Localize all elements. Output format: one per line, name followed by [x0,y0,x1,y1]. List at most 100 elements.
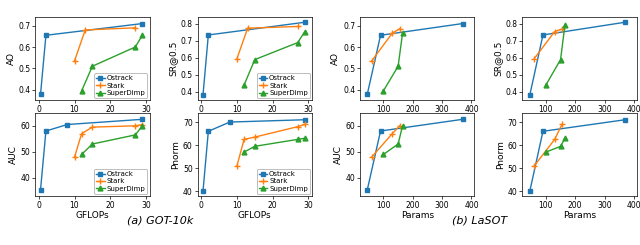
Ostrack [364,92,371,95]
Line: Ostrack: Ostrack [365,117,465,192]
Legend: Ostrack, Stark, SuperDimp: Ostrack, Stark, SuperDimp [94,73,147,98]
SuperDimp [561,23,569,26]
Ostrack [42,34,50,37]
Y-axis label: AO: AO [332,52,340,65]
Line: SuperDimp: SuperDimp [381,123,405,157]
Line: Ostrack: Ostrack [527,117,627,194]
SuperDimp [251,58,259,61]
Ostrack [42,130,50,133]
SuperDimp [139,34,147,37]
Stark [240,138,248,141]
Line: Stark: Stark [234,23,301,62]
Y-axis label: SR@0.5: SR@0.5 [169,41,178,76]
Ostrack [36,188,44,191]
Text: (b) LaSOT: (b) LaSOT [452,216,508,225]
SuperDimp [394,143,402,146]
Line: SuperDimp: SuperDimp [381,31,405,93]
Stark [70,156,78,159]
Ostrack [621,21,629,24]
SuperDimp [380,153,387,156]
Ostrack [205,34,212,37]
X-axis label: GFLOPs: GFLOPs [76,116,109,125]
Ostrack [621,118,629,121]
Stark [70,59,78,62]
Y-axis label: SR@0.5: SR@0.5 [493,41,502,76]
Stark [88,126,96,129]
Stark [558,28,566,31]
Ostrack [139,22,147,25]
Legend: Ostrack, Stark, SuperDimp: Ostrack, Stark, SuperDimp [94,169,147,194]
X-axis label: GFLOPs: GFLOPs [76,211,109,220]
SuperDimp [394,65,402,68]
SuperDimp [399,32,406,35]
Stark [558,123,566,126]
X-axis label: Params: Params [563,116,596,125]
Legend: Ostrack, Stark, SuperDimp: Ostrack, Stark, SuperDimp [257,73,310,98]
Stark [131,26,139,29]
Line: Stark: Stark [531,121,566,170]
Stark [294,125,301,128]
SuperDimp [131,46,139,49]
SuperDimp [399,124,406,127]
Stark [233,57,241,60]
Ostrack [199,190,207,193]
Line: SuperDimp: SuperDimp [242,29,307,87]
SuperDimp [240,151,248,154]
SuperDimp [542,151,550,154]
Y-axis label: AUC: AUC [9,145,18,164]
Stark [531,164,538,167]
Ostrack [199,94,207,97]
Stark [396,124,403,127]
Stark [139,123,147,126]
Stark [551,30,559,33]
Ostrack [364,188,371,191]
Line: SuperDimp: SuperDimp [79,33,145,93]
Stark [301,123,308,126]
X-axis label: Params: Params [401,211,434,220]
X-axis label: GFLOPs: GFLOPs [238,211,271,220]
Ostrack [301,118,308,121]
SuperDimp [294,41,301,44]
Stark [244,27,252,30]
SuperDimp [301,137,308,140]
SuperDimp [240,84,248,86]
SuperDimp [542,84,550,86]
Ostrack [63,123,71,126]
SuperDimp [301,30,308,33]
Stark [388,132,396,135]
Stark [78,132,86,135]
Line: Ostrack: Ostrack [200,20,307,98]
Line: SuperDimp: SuperDimp [543,22,568,87]
Stark [368,59,376,62]
SuperDimp [78,89,86,92]
Stark [531,57,538,60]
Ostrack [226,121,234,123]
Line: Stark: Stark [234,121,308,170]
SuperDimp [557,145,564,148]
Line: Stark: Stark [71,24,139,64]
X-axis label: Params: Params [563,211,596,220]
Stark [368,156,376,159]
SuperDimp [251,145,259,148]
Ostrack [139,118,147,121]
Stark [294,25,301,28]
Ostrack [459,22,467,25]
Y-axis label: Pnorm: Pnorm [172,140,180,169]
Ostrack [301,21,308,24]
Stark [388,32,396,35]
Y-axis label: AUC: AUC [333,145,342,164]
Ostrack [526,94,534,97]
Line: Stark: Stark [71,121,146,160]
SuperDimp [294,138,301,141]
Ostrack [205,130,212,133]
Line: SuperDimp: SuperDimp [79,123,145,157]
SuperDimp [557,58,564,61]
SuperDimp [139,124,147,127]
Line: Stark: Stark [368,122,403,160]
Line: Stark: Stark [531,25,566,62]
Line: Stark: Stark [368,25,403,64]
Ostrack [36,92,44,95]
Stark [251,135,259,138]
SuperDimp [88,143,96,146]
Stark [233,164,241,167]
